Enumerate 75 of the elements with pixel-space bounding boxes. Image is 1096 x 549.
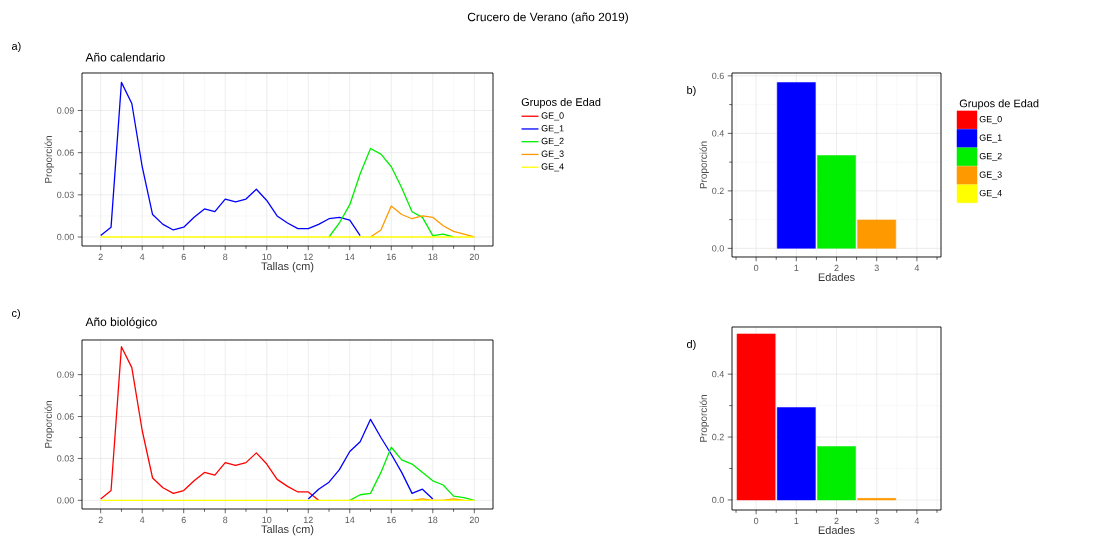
line-series	[307, 418, 434, 500]
x-tick-label: 20	[469, 253, 479, 261]
x-tick-label: 0	[753, 517, 759, 525]
x-tick-label: 10	[262, 516, 272, 524]
y-tick-label: 0.00	[57, 497, 74, 504]
y-tick-label: 0.06	[57, 149, 74, 156]
x-tick-label: 8	[223, 516, 228, 524]
x-tick-label: 2	[98, 516, 103, 524]
text: c)	[11, 308, 20, 320]
y-tick-label: 0.06	[57, 413, 74, 420]
x-tick-label: 2	[834, 517, 839, 525]
x-tick-label: 1	[794, 517, 799, 524]
legend-title: Grupos de Edad	[959, 99, 1039, 110]
line-series	[100, 81, 361, 237]
x-tick-label: 4	[139, 516, 145, 523]
x-tick-label: 4	[139, 253, 145, 260]
legend-label: GE_3	[979, 171, 1002, 180]
x-tick-label: 20	[469, 516, 479, 524]
y-axis-title: Proporción	[44, 136, 54, 183]
y-tick-label: 0.6	[712, 72, 724, 80]
y-axis-title: Proporción	[44, 401, 54, 448]
legend-label: GE_0	[979, 116, 1002, 125]
legend-title: Grupos de Edad	[521, 97, 601, 109]
x-tick-label: 3	[874, 517, 879, 525]
legend-label: GE_4	[979, 189, 1002, 198]
x-tick-label: 14	[345, 516, 355, 523]
legend-label: GE_1	[979, 134, 1002, 143]
legend-label: GE_0	[541, 112, 564, 121]
y-tick-label: 0.09	[57, 107, 74, 114]
y-tick-label: 0.00	[57, 233, 74, 241]
x-axis-title: Tallas (cm)	[261, 524, 314, 536]
x-tick-label: 16	[386, 516, 396, 524]
line-series	[100, 346, 320, 501]
x-tick-label: 12	[303, 516, 313, 524]
x-tick-label: 6	[181, 253, 186, 261]
x-axis-title: Edades	[818, 272, 855, 282]
y-axis-title: Proporción	[699, 395, 709, 442]
x-tick-label: 18	[428, 516, 438, 524]
x-tick-label: 8	[223, 253, 228, 261]
x-tick-label: 4	[914, 517, 920, 524]
legend-label: GE_2	[541, 137, 564, 146]
legend-label: GE_4	[541, 163, 564, 172]
x-tick-label: 10	[262, 253, 272, 261]
x-axis-title: Tallas (cm)	[261, 261, 314, 273]
x-tick-label: 2	[98, 253, 103, 261]
x-axis-title: Edades	[818, 525, 855, 535]
text: b)	[687, 85, 696, 97]
x-tick-label: 0	[753, 264, 759, 272]
chart-title: Año calendario	[85, 52, 165, 62]
text: d)	[686, 339, 696, 351]
x-tick-label: 3	[874, 264, 879, 272]
text: a)	[11, 41, 21, 53]
x-tick-label: 6	[181, 516, 186, 524]
y-tick-label: 0.2	[712, 433, 724, 441]
y-tick-label: 0.09	[57, 371, 74, 378]
x-tick-label: 12	[303, 253, 313, 261]
x-tick-label: 18	[428, 253, 438, 261]
y-tick-label: 0.03	[57, 455, 74, 462]
y-axis-title: Proporción	[699, 141, 709, 189]
legend-label: GE_1	[541, 125, 564, 134]
x-tick-label: 14	[345, 253, 355, 260]
y-tick-label: 0.0	[712, 496, 724, 504]
y-tick-label: 0.03	[57, 191, 74, 199]
x-tick-label: 1	[794, 264, 799, 271]
legend-label: GE_2	[979, 152, 1002, 161]
x-tick-label: 2	[834, 264, 839, 272]
y-tick-label: 0.4	[712, 130, 724, 137]
text: Crucero de Verano (año 2019)	[467, 12, 628, 24]
x-tick-label: 16	[386, 253, 396, 261]
y-tick-label: 0.4	[712, 370, 724, 378]
y-tick-label: 0.0	[712, 245, 724, 252]
legend-label: GE_3	[541, 150, 564, 159]
chart-title: Año biológico	[85, 317, 157, 329]
x-tick-label: 4	[914, 264, 920, 271]
y-tick-label: 0.2	[712, 187, 724, 195]
